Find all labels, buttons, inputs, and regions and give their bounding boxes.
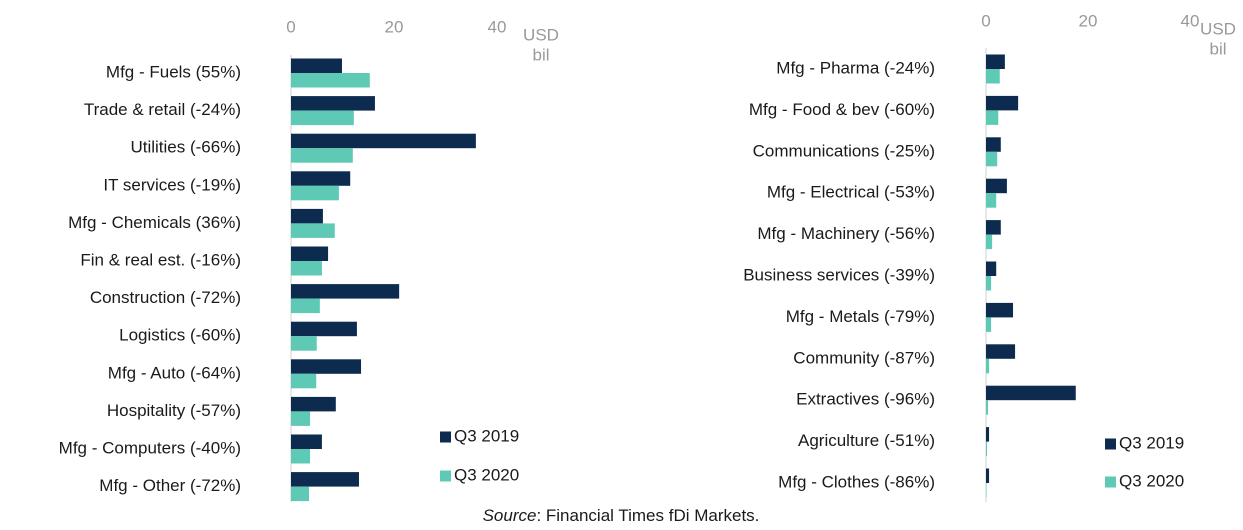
legend-label: Q3 2019: [454, 426, 519, 445]
bar: [986, 427, 990, 442]
category-label: Hospitality (-57%): [107, 401, 241, 420]
category-label: Fin & real est. (-16%): [80, 250, 241, 269]
legend-label: Q3 2020: [1119, 471, 1184, 490]
legend-swatch: [1105, 476, 1116, 488]
x-tick-label: 0: [981, 11, 990, 30]
x-tick-label: 40: [1181, 11, 1200, 30]
source-text: : Financial Times fDi Markets.: [536, 506, 759, 525]
bar: [986, 358, 990, 374]
legend-label: Q3 2020: [454, 465, 519, 484]
legend-swatch: [440, 470, 451, 482]
bar: [291, 359, 362, 374]
bar: [291, 449, 311, 464]
x-tick-label: 40: [488, 17, 507, 36]
bar: [986, 54, 1005, 69]
bar: [291, 185, 339, 201]
bar: [986, 193, 997, 208]
bar: [986, 276, 992, 291]
bar: [986, 344, 1016, 359]
bar: [986, 95, 1019, 111]
category-label: Business services (-39%): [743, 265, 935, 284]
bar: [291, 284, 400, 299]
bar: [291, 261, 322, 276]
legend-swatch: [440, 431, 451, 443]
category-label: Community (-87%): [793, 348, 935, 367]
bar: [986, 468, 990, 483]
category-label: Extractives (-96%): [796, 390, 935, 409]
bar: [291, 396, 336, 412]
legend-label: Q3 2019: [1119, 433, 1184, 452]
bar: [986, 220, 1001, 235]
category-label: Mfg - Auto (-64%): [108, 363, 241, 382]
bar: [291, 336, 317, 351]
category-label: Mfg - Pharma (-24%): [776, 58, 935, 77]
bar: [291, 246, 329, 261]
bar: [291, 96, 375, 111]
category-label: Mfg - Chemicals (36%): [68, 213, 241, 232]
source-note: Source: Financial Times fDi Markets.: [483, 506, 760, 525]
category-label: Logistics (-60%): [119, 326, 241, 345]
bar: [986, 400, 989, 415]
bar: [291, 58, 342, 73]
bar: [291, 486, 310, 502]
x-tick-label: 20: [385, 17, 404, 36]
axis-unit: bil: [1209, 39, 1226, 58]
bar: [291, 110, 354, 126]
category-label: Agriculture (-51%): [798, 431, 935, 450]
bar: [291, 73, 370, 88]
category-label: Mfg - Machinery (-56%): [757, 224, 935, 243]
category-label: Construction (-72%): [90, 288, 241, 307]
category-label: Utilities (-66%): [130, 138, 241, 157]
bar: [291, 208, 323, 224]
bar: [986, 69, 1000, 84]
axis-unit: USD: [523, 25, 559, 44]
category-label: Communications (-25%): [753, 141, 935, 160]
source-label: Source: [483, 506, 537, 525]
bar: [986, 110, 999, 125]
bar: [986, 178, 1007, 194]
bar: [986, 234, 993, 250]
bar: [291, 171, 351, 186]
bar: [291, 472, 359, 487]
bar: [291, 373, 317, 389]
bar: [986, 151, 998, 167]
x-tick-label: 20: [1079, 11, 1098, 30]
category-label: Mfg - Other (-72%): [99, 476, 241, 495]
bar: [291, 148, 353, 163]
bar: [291, 321, 357, 337]
bar: [986, 302, 1014, 318]
bar: [986, 317, 992, 332]
axis-unit: bil: [532, 45, 549, 64]
category-label: Mfg - Fuels (55%): [106, 62, 241, 81]
x-tick-label: 0: [286, 17, 295, 36]
bar: [291, 223, 335, 238]
category-label: Mfg - Clothes (-86%): [778, 472, 935, 491]
category-label: IT services (-19%): [103, 175, 241, 194]
bar: [291, 434, 322, 449]
bar: [986, 441, 988, 457]
category-label: Mfg - Food & bev (-60%): [749, 100, 935, 119]
bar: [986, 483, 987, 498]
legend-swatch: [1105, 438, 1116, 450]
bar: [291, 133, 476, 149]
category-label: Mfg - Computers (-40%): [59, 438, 241, 457]
bar: [986, 385, 1076, 401]
category-label: Mfg - Metals (-79%): [786, 307, 935, 326]
bar: [986, 261, 997, 276]
bar: [291, 298, 320, 314]
axis-unit: USD: [1200, 19, 1236, 38]
category-label: Mfg - Electrical (-53%): [767, 183, 935, 202]
bar: [291, 411, 311, 426]
category-label: Trade & retail (-24%): [84, 100, 241, 119]
bar: [986, 137, 1001, 152]
